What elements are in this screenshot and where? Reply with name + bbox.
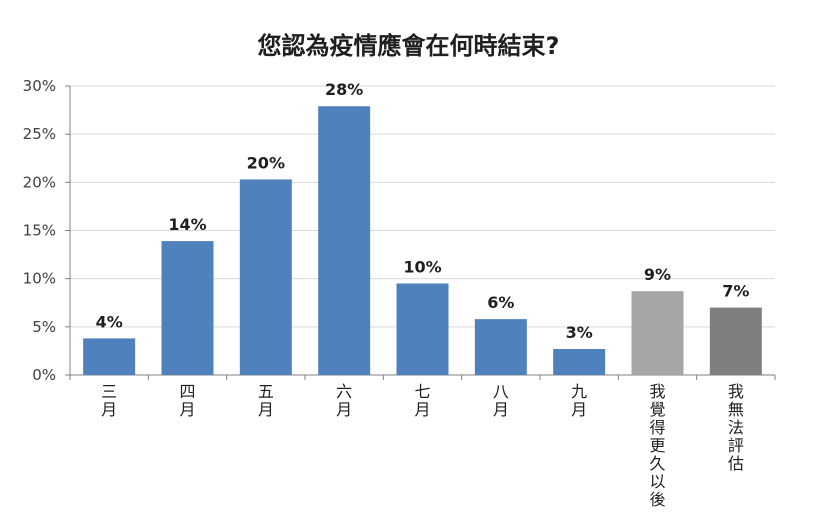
bar [318, 106, 371, 375]
category-label: 三月 [101, 382, 117, 419]
data-label: 10% [403, 257, 441, 276]
y-tick-label: 5% [32, 318, 56, 336]
y-tick-label: 0% [32, 366, 56, 384]
bar [239, 179, 292, 375]
category-label: 五月 [258, 382, 274, 419]
category-label: 四月 [179, 382, 195, 419]
data-label: 7% [722, 282, 749, 301]
y-tick-label: 30% [23, 77, 56, 95]
bar [161, 241, 214, 375]
bar [474, 319, 527, 375]
data-label: 6% [487, 293, 514, 312]
y-tick-label: 10% [23, 270, 56, 288]
y-tick-label: 25% [23, 125, 56, 143]
category-label: 我無法評估 [728, 382, 744, 473]
category-label: 九月 [571, 382, 587, 419]
data-label: 28% [325, 80, 363, 99]
category-label: 我覺得更久以後 [649, 382, 665, 509]
data-label: 3% [566, 323, 593, 342]
data-label: 20% [247, 153, 285, 172]
category-label: 八月 [493, 382, 509, 419]
y-tick-label: 15% [23, 222, 56, 240]
bar [631, 291, 684, 375]
data-label: 9% [644, 265, 671, 284]
y-tick-label: 20% [23, 173, 56, 191]
bar [709, 307, 762, 375]
category-label: 六月 [336, 382, 352, 419]
data-label: 14% [168, 215, 206, 234]
chart-title: 您認為疫情應會在何時結束? [257, 32, 560, 60]
bar [83, 338, 136, 375]
category-label: 七月 [414, 382, 430, 419]
bar [396, 283, 449, 375]
bar [553, 348, 606, 375]
data-label: 4% [96, 312, 123, 331]
